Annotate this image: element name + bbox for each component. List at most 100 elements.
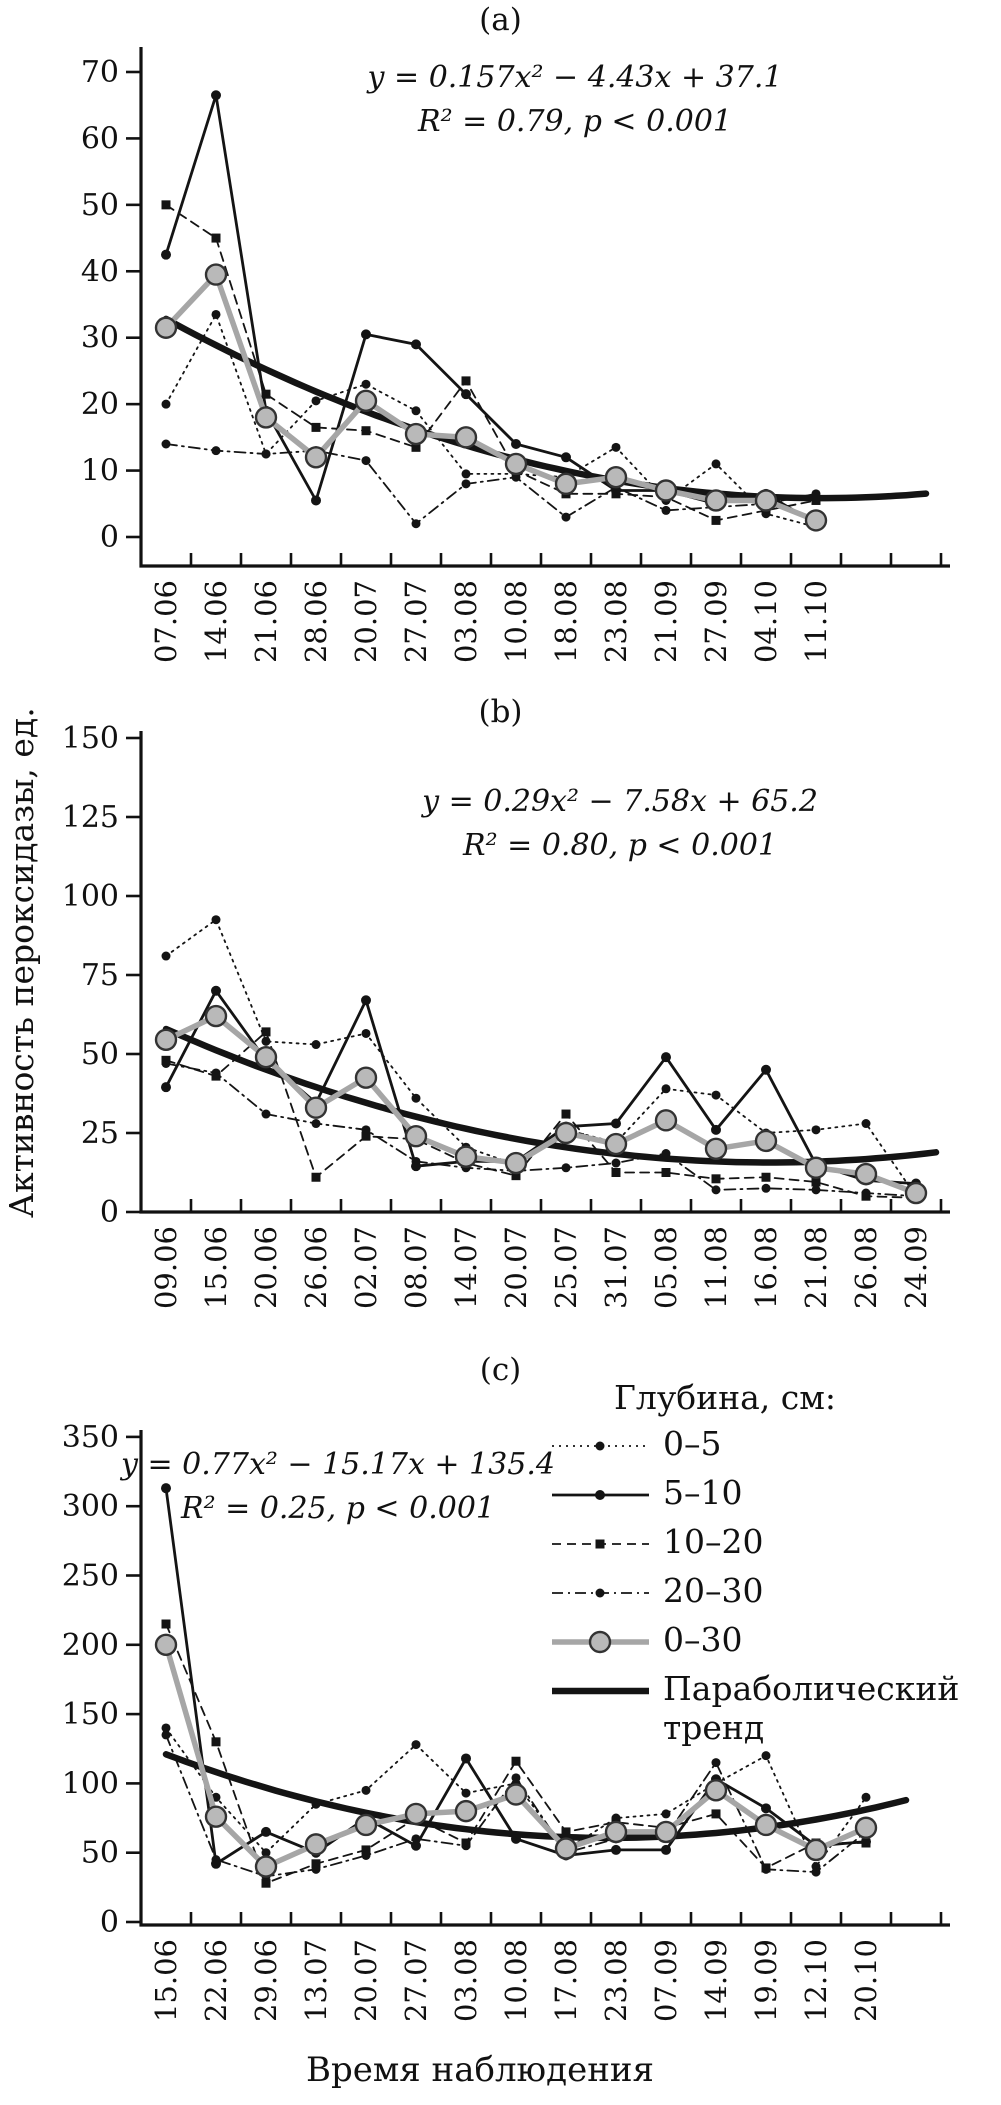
legend-item: Параболический тренд: [548, 1669, 1000, 1748]
x-tick-labels: 07.06 14.06 21.06 28.06 20.07 27.07 03.08 10.08…: [149, 580, 833, 663]
x-tick-label: 27.07: [399, 1939, 433, 2022]
x-tick-label: 05.08: [649, 1226, 683, 1309]
panel-a-equation: y = 0.157x² − 4.43x + 37.1 R² = 0.79, p …: [290, 56, 860, 143]
legend-item: 0–30: [548, 1620, 1000, 1670]
y-tick-label: 0: [100, 1905, 119, 1940]
x-tick-label: 26.06: [299, 1226, 333, 1309]
y-tick-label: 60: [81, 121, 119, 156]
y-tick-label: 150: [62, 1697, 119, 1732]
x-tick-label: 04.10: [749, 580, 783, 663]
x-tick-label: 15.06: [149, 1939, 183, 2022]
y-tick-label: 30: [81, 321, 119, 356]
y-tick-label: 50: [81, 1836, 119, 1871]
series-solid-circle: [161, 985, 921, 1189]
y-tick-label: 200: [62, 1628, 119, 1663]
panel-a-title: (a): [479, 2, 522, 38]
x-tick-label: 20.07: [349, 580, 383, 663]
x-tick-label: 21.06: [249, 580, 283, 663]
gray-circle-legend-sample: [552, 1630, 649, 1654]
x-tick-label: 03.08: [449, 580, 483, 663]
y-tick-label: 125: [62, 800, 119, 835]
legend-item-label: 5–10: [663, 1473, 743, 1512]
stats-line: R² = 0.80, p < 0.001: [463, 827, 777, 863]
x-axis-ticks: [189, 1912, 943, 1925]
y-axis-ticks: 0 25 50 75 100 125 150: [62, 721, 141, 1230]
dashdot-circle-legend-sample: [552, 1588, 649, 1598]
legend-item: 0–5: [548, 1424, 1000, 1474]
equation-line: y = 0.157x² − 4.43x + 37.1: [367, 60, 783, 95]
y-tick-label: 350: [62, 1420, 119, 1455]
x-tick-label: 24.09: [899, 1226, 933, 1309]
x-tick-label: 28.06: [299, 580, 333, 663]
x-tick-labels: 09.06 15.06 20.06 26.06 02.07 08.07 14.07 20.07…: [149, 1226, 933, 1309]
x-axis-title: Время наблюдения: [305, 2050, 654, 2090]
x-tick-label: 25.07: [549, 1226, 583, 1309]
x-tick-label: 14.07: [449, 1226, 483, 1309]
x-tick-label: 20.06: [249, 1226, 283, 1309]
x-tick-label: 31.07: [599, 1226, 633, 1309]
legend-item: 10–20: [548, 1522, 1000, 1572]
series-dashdot-circle: [161, 1058, 921, 1201]
x-tick-label: 08.07: [399, 1226, 433, 1309]
series-trend: [162, 1751, 910, 1842]
x-tick-label: 26.08: [849, 1226, 883, 1309]
x-tick-label: 03.08: [449, 1939, 483, 2022]
legend-item: 20–30: [548, 1571, 1000, 1621]
x-tick-label: 02.07: [349, 1226, 383, 1309]
legend-item-label: 0–5: [663, 1424, 722, 1463]
series-gray-circle: [154, 263, 828, 532]
panel-b-title: (b): [478, 694, 523, 730]
y-tick-label: 70: [81, 55, 119, 90]
legend-item-label: 10–20: [663, 1522, 764, 1561]
series-solid-circle: [161, 90, 821, 529]
panel-a-chart: 0 10 20 30 40 50 60 70 07.06 14.06 21.06 28.06 20.07…: [81, 47, 950, 663]
legend-item: 5–10: [548, 1473, 1000, 1523]
x-tick-label: 12.10: [799, 1939, 833, 2022]
x-tick-labels: 15.06 22.06 29.06 13.07 20.07 27.07 03.08 10.08…: [149, 1939, 883, 2022]
x-tick-label: 20.07: [499, 1226, 533, 1309]
x-tick-label: 11.08: [699, 1226, 733, 1309]
y-tick-label: 50: [81, 188, 119, 223]
series-trend: [162, 315, 930, 502]
x-tick-label: 19.09: [749, 1939, 783, 2022]
y-tick-label: 20: [81, 387, 119, 422]
x-tick-label: 27.07: [399, 580, 433, 663]
solid-circle-legend-sample: [552, 1490, 649, 1500]
trend-legend-sample: [552, 1687, 649, 1695]
y-tick-label: 0: [100, 520, 119, 555]
y-tick-label: 50: [81, 1037, 119, 1072]
x-tick-label: 27.09: [699, 580, 733, 663]
x-tick-label: 20.07: [349, 1939, 383, 2022]
legend-items: 0–5 5–10 10–20 20–30 0–30 Параболический трен…: [548, 1424, 1000, 1748]
y-tick-label: 100: [62, 879, 119, 914]
x-tick-label: 10.08: [499, 1939, 533, 2022]
legend-item-label: 20–30: [663, 1571, 764, 1610]
panel-c-chart: 0 50 100 150 200 250 300 350 15.06 22.06 29.06 13.0…: [62, 1420, 950, 2022]
axes: [139, 1430, 950, 1927]
x-tick-label: 07.09: [649, 1939, 683, 2022]
dashed-square-legend-sample: [552, 1539, 649, 1549]
y-tick-label: 100: [62, 1766, 119, 1801]
panel-b-equation: y = 0.29x² − 7.58x + 65.2 R² = 0.80, p <…: [340, 780, 900, 867]
y-tick-label: 0: [100, 1195, 119, 1230]
x-tick-label: 23.08: [599, 580, 633, 663]
dotted-circle-legend-sample: [552, 1441, 649, 1451]
panel-c-equation: y = 0.77x² − 15.17x + 135.4 R² = 0.25, p…: [98, 1443, 578, 1530]
equation-line: y = 0.29x² − 7.58x + 65.2: [422, 784, 818, 819]
y-axis-ticks: 0 10 20 30 40 50 60 70: [81, 55, 141, 555]
series-dashed-square: [161, 200, 821, 525]
x-tick-label: 14.06: [199, 580, 233, 663]
x-tick-label: 22.06: [199, 1939, 233, 2022]
x-tick-label: 10.08: [499, 580, 533, 663]
x-tick-label: 23.08: [599, 1939, 633, 2022]
y-tick-label: 40: [81, 254, 119, 289]
y-tick-label: 25: [81, 1116, 119, 1151]
panel-c-title: (c): [479, 1352, 522, 1388]
x-tick-label: 09.06: [149, 1226, 183, 1309]
x-axis-ticks: [189, 553, 943, 566]
y-tick-label: 150: [62, 721, 119, 756]
series-gray-circle: [154, 1004, 928, 1205]
axes: [139, 47, 950, 568]
y-tick-label: 300: [62, 1489, 119, 1524]
